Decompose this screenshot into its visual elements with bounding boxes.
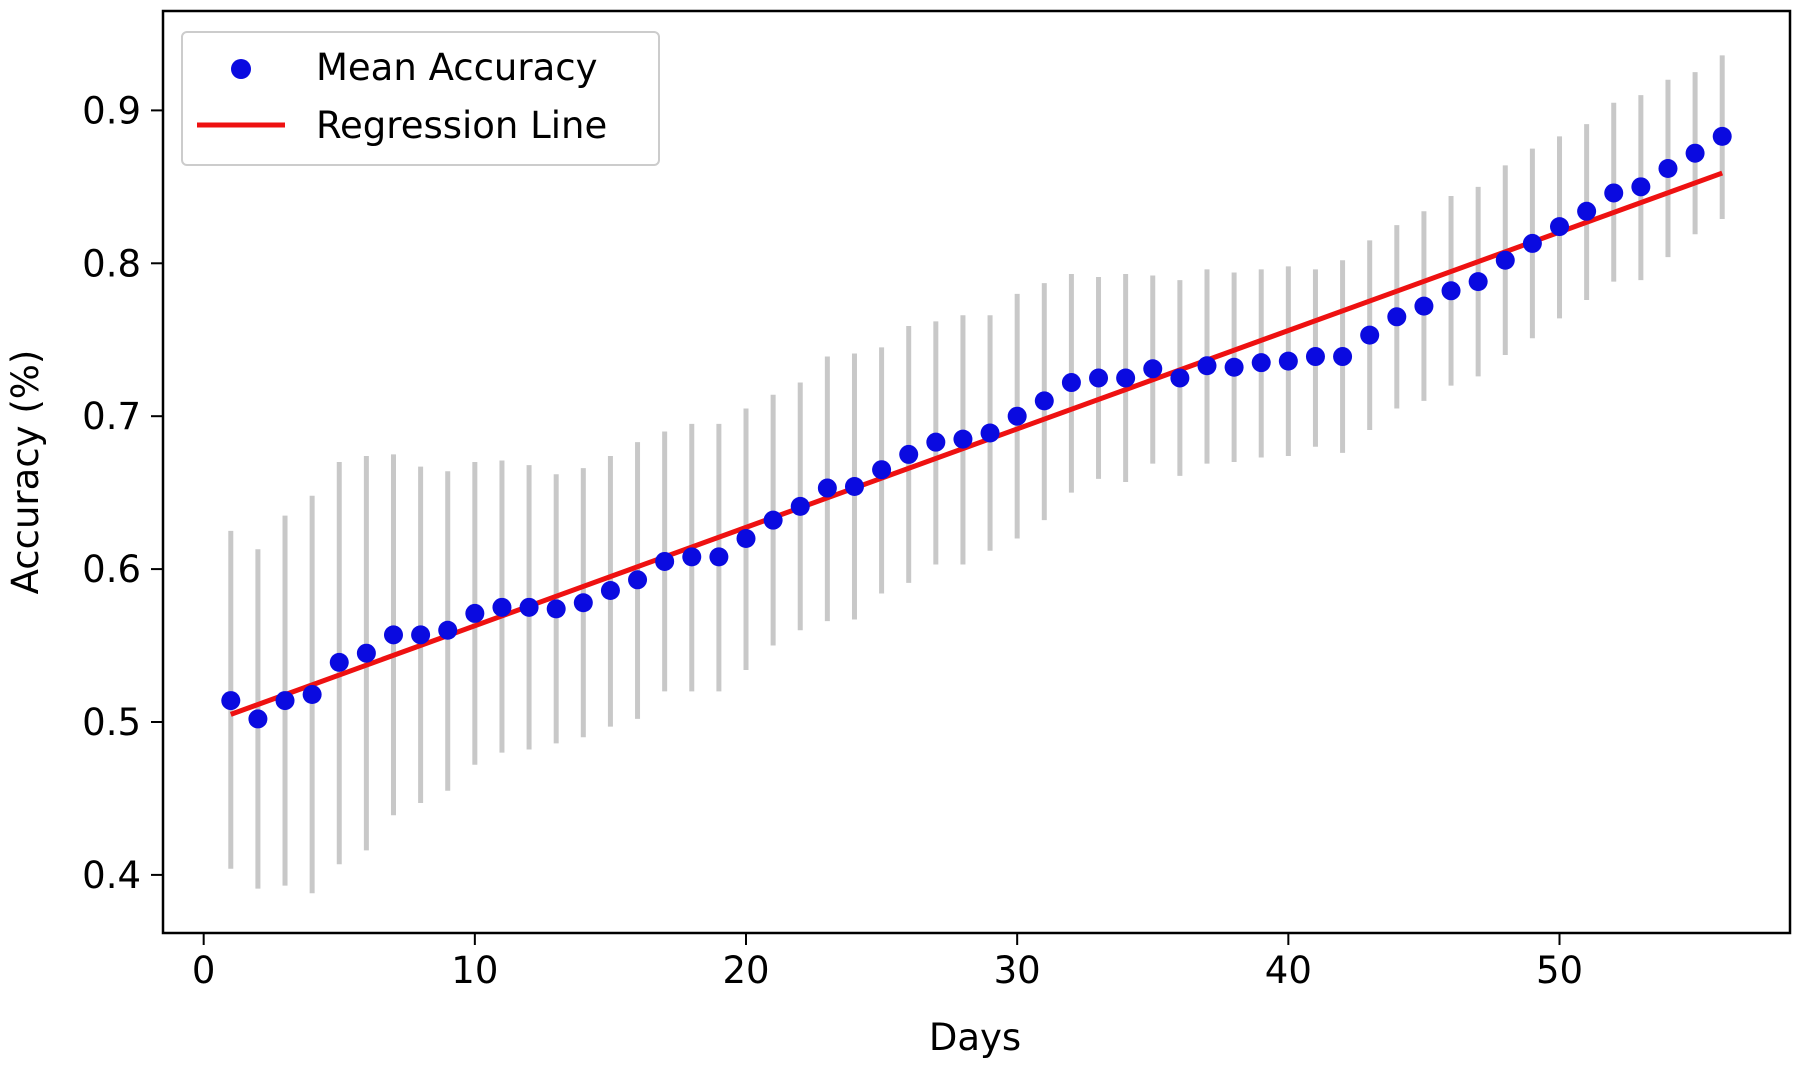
- data-point: [682, 547, 702, 567]
- regression-line: [229, 170, 1724, 717]
- x-axis: 0 10 20 30 40 50: [192, 933, 1583, 992]
- data-point: [709, 547, 729, 567]
- data-point: [1631, 177, 1651, 197]
- x-tick-label: 0: [192, 949, 216, 992]
- data-point: [736, 529, 756, 549]
- data-point: [1143, 359, 1163, 379]
- data-point: [356, 643, 376, 663]
- data-point: [1441, 281, 1461, 301]
- data-point: [1061, 373, 1081, 393]
- data-point: [1577, 201, 1597, 221]
- data-point: [1522, 233, 1542, 253]
- x-tick-label: 30: [994, 949, 1041, 992]
- data-point: [1251, 353, 1271, 373]
- data-point: [899, 444, 919, 464]
- data-point: [844, 477, 864, 497]
- data-point: [1224, 357, 1244, 377]
- data-point: [519, 597, 539, 617]
- x-tick-label: 40: [1265, 949, 1312, 992]
- data-point: [492, 597, 512, 617]
- data-point: [1495, 250, 1515, 270]
- data-point: [600, 580, 620, 600]
- data-point: [1658, 158, 1678, 178]
- data-point: [221, 691, 241, 711]
- data-point: [1604, 183, 1624, 203]
- data-point: [1387, 307, 1407, 327]
- y-tick-label: 0.7: [82, 395, 141, 438]
- data-point: [546, 599, 566, 619]
- data-point: [1089, 368, 1109, 388]
- data-point: [817, 478, 837, 498]
- data-point: [953, 429, 973, 449]
- data-point: [1414, 296, 1434, 316]
- data-point: [383, 625, 403, 645]
- legend: Mean Accuracy Regression Line: [181, 31, 660, 166]
- y-tick-label: 0.8: [82, 242, 141, 285]
- data-point: [438, 620, 458, 640]
- y-tick-label: 0.5: [82, 701, 141, 744]
- data-point: [1116, 368, 1136, 388]
- data-point: [1007, 406, 1027, 426]
- legend-dot-icon: [231, 59, 251, 79]
- data-point: [302, 684, 322, 704]
- data-point: [248, 709, 268, 729]
- data-point: [1333, 347, 1353, 367]
- y-tick-label: 0.6: [82, 548, 141, 591]
- x-tick-label: 50: [1536, 949, 1583, 992]
- legend-label-regression-line: Regression Line: [316, 104, 607, 147]
- data-point: [655, 551, 675, 571]
- data-point: [1468, 272, 1488, 292]
- data-point: [1550, 217, 1570, 237]
- data-point: [1685, 143, 1705, 163]
- y-axis-label: Accuracy (%): [4, 350, 47, 595]
- data-point: [1712, 126, 1732, 146]
- x-tick-label: 10: [451, 949, 498, 992]
- data-point: [1305, 347, 1325, 367]
- data-point: [1278, 351, 1298, 371]
- data-point: [329, 652, 349, 672]
- data-point: [275, 691, 295, 711]
- regression-line-group: [229, 170, 1724, 717]
- data-point-group: [221, 126, 1732, 729]
- data-point: [411, 625, 431, 645]
- y-tick-label: 0.4: [82, 854, 141, 897]
- data-point: [980, 423, 1000, 443]
- data-point: [1197, 356, 1217, 376]
- data-point: [465, 603, 485, 623]
- data-point: [926, 432, 946, 452]
- plot-area-frame: [161, 9, 1792, 935]
- data-point: [872, 460, 892, 480]
- x-axis-label: Days: [929, 1016, 1021, 1059]
- data-point: [763, 510, 783, 530]
- legend-box: [181, 31, 660, 166]
- y-axis: 0.4 0.5 0.6 0.7 0.8 0.9: [82, 89, 163, 897]
- data-point: [1360, 325, 1380, 345]
- legend-label-mean-accuracy: Mean Accuracy: [316, 46, 598, 89]
- y-tick-label: 0.9: [82, 89, 141, 132]
- data-point: [790, 496, 810, 516]
- data-point: [1170, 368, 1190, 388]
- data-point: [1034, 391, 1054, 411]
- data-point: [628, 570, 648, 590]
- data-point: [573, 593, 593, 613]
- x-tick-label: 20: [722, 949, 769, 992]
